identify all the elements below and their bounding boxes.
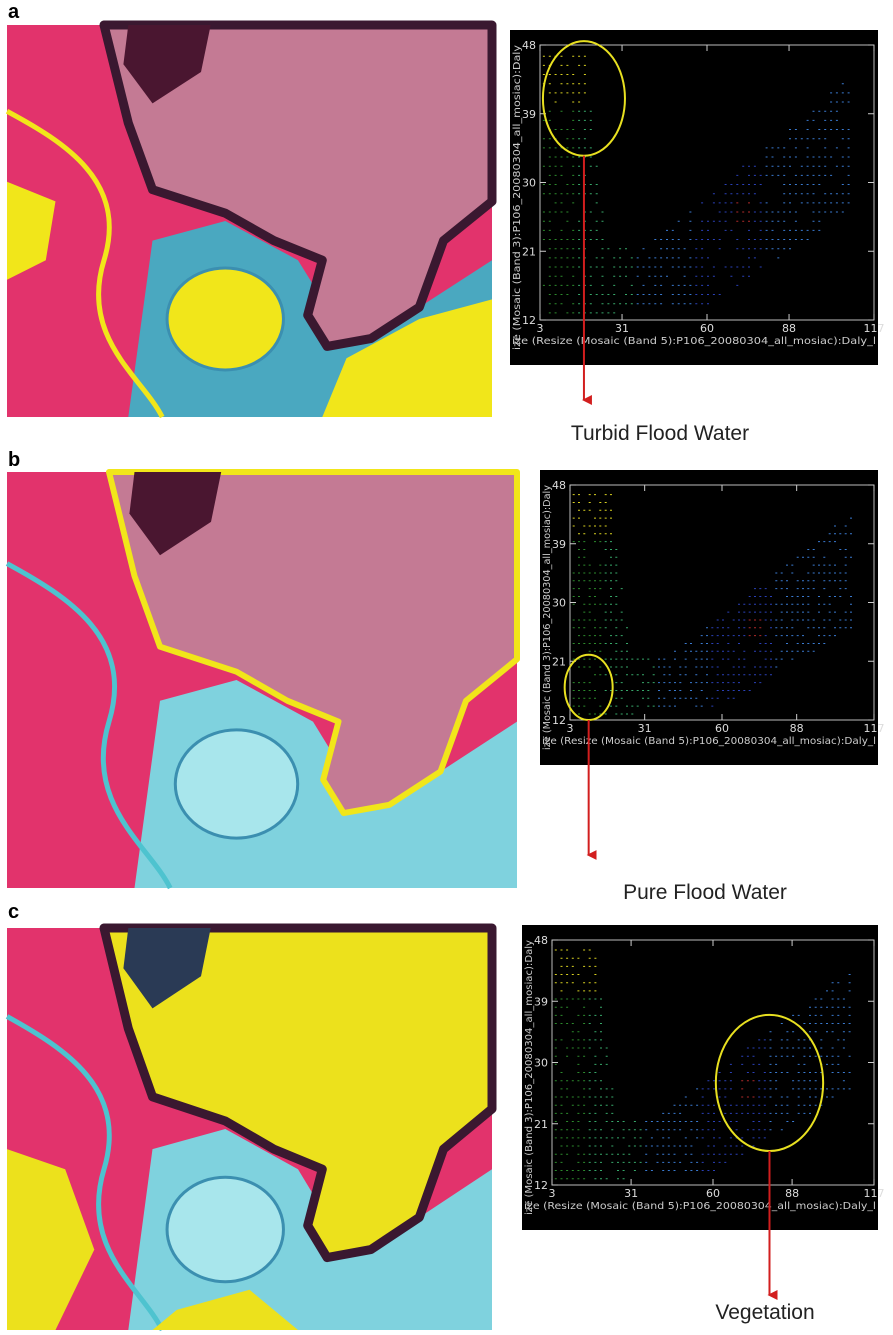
x-tick-label: 60 (715, 722, 729, 735)
x-tick-label: 3 (549, 1187, 556, 1200)
annotation: Pure Flood Water (623, 881, 787, 904)
annotation: Vegetation (715, 1301, 814, 1324)
y-tick-label: 21 (522, 245, 536, 258)
x-axis-label: ize (Resize (Mosaic (Band 5):P106_200803… (542, 736, 876, 747)
panel-label: b (8, 449, 20, 471)
panel-label: a (8, 1, 20, 23)
y-tick-label: 48 (522, 39, 536, 52)
y-tick-label: 12 (522, 314, 536, 327)
satellite-image (7, 928, 492, 1330)
satellite-image (7, 472, 517, 888)
y-tick-label: 39 (522, 108, 536, 121)
x-tick-label: 31 (638, 722, 652, 735)
panel-label: c (8, 901, 19, 923)
x-tick-label: 88 (782, 322, 796, 335)
x-tick-label: 117 (864, 722, 885, 735)
y-tick-label: 48 (552, 479, 566, 492)
satellite-image (7, 25, 492, 417)
y-axis-label: ize (Mosaic (Band 3):P106_20080304_all_m… (524, 940, 535, 1215)
x-tick-label: 117 (864, 1187, 885, 1200)
x-tick-label: 31 (624, 1187, 638, 1200)
x-axis-label: ize (Resize (Mosaic (Band 5):P106_200803… (512, 336, 876, 347)
x-tick-label: 117 (864, 322, 885, 335)
y-tick-label: 30 (522, 177, 536, 190)
y-tick-label: 30 (534, 1057, 548, 1070)
y-axis-label: ize (Mosaic (Band 3):P106_20080304_all_m… (512, 45, 523, 350)
oval-pond (167, 268, 283, 370)
x-tick-label: 3 (537, 322, 544, 335)
y-tick-label: 48 (534, 934, 548, 947)
y-tick-label: 12 (534, 1179, 548, 1192)
y-tick-label: 12 (552, 714, 566, 727)
x-tick-label: 60 (706, 1187, 720, 1200)
x-tick-label: 60 (700, 322, 714, 335)
annotation: Turbid Flood Water (571, 422, 749, 445)
y-tick-label: 39 (534, 995, 548, 1008)
x-tick-label: 31 (615, 322, 629, 335)
x-tick-label: 88 (790, 722, 804, 735)
x-tick-label: 88 (785, 1187, 799, 1200)
x-axis-label: ize (Resize (Mosaic (Band 5):P106_200803… (524, 1201, 876, 1212)
oval-pond (167, 1177, 283, 1282)
plot-background (522, 925, 878, 1230)
figure: a 3 31 60 88 117 12 21 30 39 48 ize (Resize (Mosaic… (0, 0, 893, 1335)
x-tick-label: 3 (567, 722, 574, 735)
y-tick-label: 21 (552, 655, 566, 668)
y-tick-label: 21 (534, 1118, 548, 1131)
oval-pond (175, 730, 297, 838)
y-axis-label: ize (Mosaic (Band 3):P106_20080304_all_m… (542, 485, 553, 750)
y-tick-label: 39 (552, 538, 566, 551)
plot-background (510, 30, 878, 365)
y-tick-label: 30 (552, 597, 566, 610)
